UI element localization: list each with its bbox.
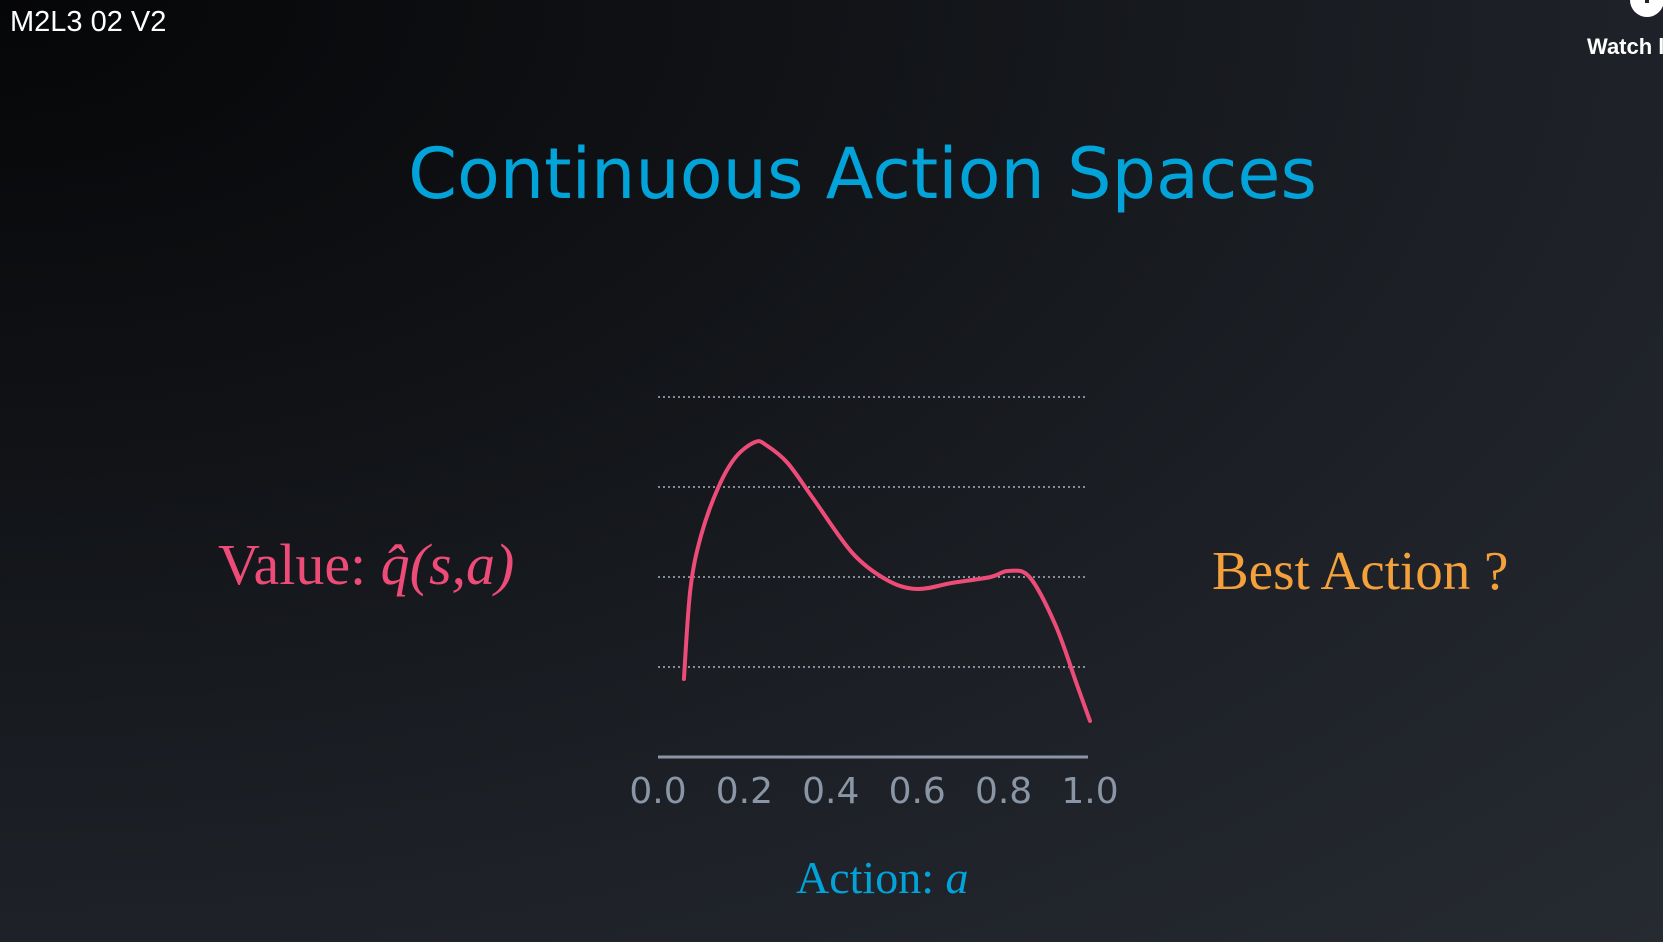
value-label-prefix: Value: (218, 532, 381, 597)
x-tick-label: 0.4 (802, 771, 859, 812)
video-title[interactable]: M2L3 02 V2 (10, 6, 167, 38)
watch-later-label: Watch l (1587, 34, 1663, 59)
watch-later-button[interactable]: Watch l (1586, 0, 1663, 70)
slide-title: Continuous Action Spaces (408, 133, 1317, 215)
action-label-prefix: Action: (796, 852, 946, 903)
action-variable: a (945, 852, 969, 903)
gridlines (658, 396, 1088, 668)
best-action-label: Best Action ? (1212, 540, 1509, 601)
value-label: Value: q̂(s,a) (218, 530, 514, 600)
x-tick-label: 0.0 (629, 771, 686, 812)
x-tick-label: 0.8 (975, 771, 1032, 812)
value-formula: q̂(s,a) (380, 532, 515, 597)
x-tick-labels: 0.0 0.2 0.4 0.6 0.8 1.0 (629, 771, 1118, 812)
value-curve (681, 439, 1092, 723)
clock-icon (1630, 0, 1663, 17)
x-tick-label: 0.6 (889, 771, 946, 812)
x-tick-label: 1.0 (1061, 771, 1118, 812)
action-axis-label: Action: a (796, 848, 968, 908)
x-tick-label: 0.2 (716, 771, 773, 812)
value-curve-chart: 0.0 0.2 0.4 0.6 0.8 1.0 (629, 396, 1119, 812)
